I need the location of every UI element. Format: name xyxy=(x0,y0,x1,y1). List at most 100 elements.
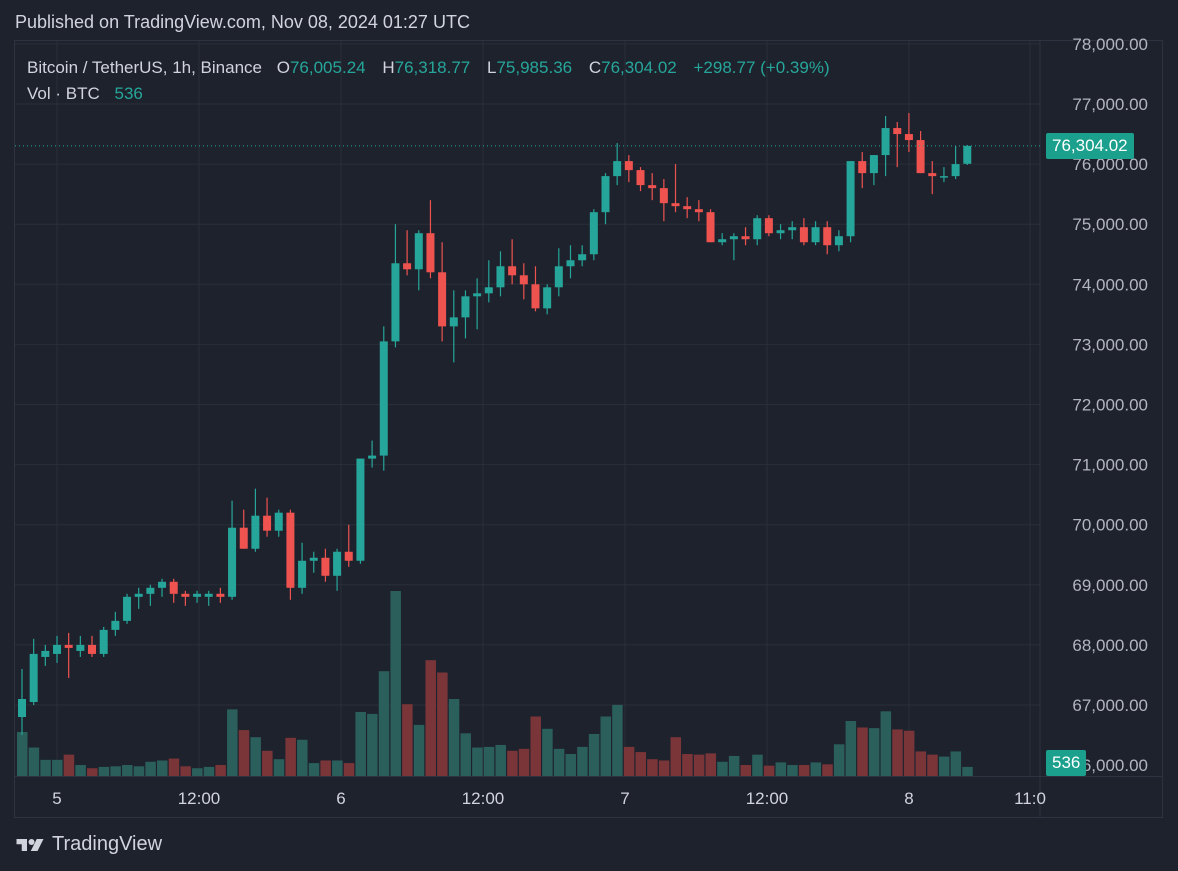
volume-bar xyxy=(798,765,810,776)
candle-body xyxy=(193,593,202,597)
candle-body xyxy=(76,644,85,651)
volume-bar xyxy=(693,754,705,776)
last-price-badge: 76,304.02 xyxy=(1046,132,1134,159)
legend-volume-row: Vol · BTC 536 xyxy=(27,81,830,107)
volume-bar xyxy=(588,733,600,776)
x-tick-label: 5 xyxy=(52,789,61,808)
volume-bar xyxy=(903,730,915,776)
candle-body xyxy=(64,644,73,648)
candle-body xyxy=(123,596,132,621)
volume-bar xyxy=(425,660,436,776)
candle-body xyxy=(379,341,388,456)
candle-body xyxy=(158,581,167,588)
volume-bar xyxy=(507,750,518,776)
y-tick-label: 78,000.00 xyxy=(1072,35,1148,54)
legend-open-label: O xyxy=(276,58,290,77)
chart-frame[interactable] xyxy=(14,40,1163,818)
candle-body xyxy=(111,620,120,630)
candle-body xyxy=(321,557,330,576)
candle-body xyxy=(753,218,762,240)
volume-bar xyxy=(483,746,495,776)
volume-bar xyxy=(320,760,331,776)
candle-body xyxy=(589,212,598,255)
volume-bar xyxy=(787,765,798,776)
volume-bar xyxy=(600,716,611,776)
x-tick-label: 12:00 xyxy=(462,789,505,808)
volume-bar xyxy=(845,721,857,776)
candle-body xyxy=(274,512,283,531)
candle-body xyxy=(939,176,948,178)
x-tick-label: 8 xyxy=(904,789,913,808)
legend-low-label: L xyxy=(487,58,497,77)
y-tick-label: 77,000.00 xyxy=(1072,95,1148,114)
volume-bar xyxy=(833,744,845,776)
volume-bar xyxy=(495,744,506,776)
candle-body xyxy=(624,161,633,171)
candle-body xyxy=(496,266,505,288)
candle-body xyxy=(799,227,808,243)
y-tick-label: 72,000.00 xyxy=(1072,396,1148,415)
volume-bar xyxy=(145,761,156,776)
volume-bar xyxy=(658,760,670,776)
volume-bar xyxy=(250,737,261,776)
y-axis-ticks[interactable]: 67,000.00 68,000.00 69,000.00 70,000.00 71,0… xyxy=(1072,35,1148,775)
volume-bar xyxy=(717,761,728,776)
volume-bar xyxy=(612,704,623,776)
volume-bar xyxy=(98,766,110,776)
legend-close: 76,304.02 xyxy=(601,58,677,77)
volume-bar xyxy=(670,737,682,776)
volume-bar xyxy=(52,759,63,776)
legend-open: 76,005.24 xyxy=(289,58,366,77)
candle-body xyxy=(823,227,832,246)
candle-body xyxy=(613,161,622,177)
candle-body xyxy=(41,650,50,657)
candle-body xyxy=(309,557,318,561)
candle-body xyxy=(88,644,97,654)
legend-symbol: Bitcoin / TetherUS, 1h, Binance xyxy=(27,58,262,77)
volume-bars xyxy=(17,591,973,776)
candle-body xyxy=(53,644,62,654)
volume-bar xyxy=(308,763,320,776)
candle-body xyxy=(169,581,178,594)
volume-bar xyxy=(635,752,647,776)
y-tick-label: 69,000.00 xyxy=(1072,576,1148,595)
volume-bar xyxy=(227,709,238,776)
legend-low: 75,985.36 xyxy=(496,58,573,77)
candle-body xyxy=(484,287,493,294)
volume-bar xyxy=(192,768,203,776)
chart-legend: Bitcoin / TetherUS, 1h, Binance O76,005.… xyxy=(27,55,830,107)
candle-body xyxy=(776,230,785,234)
candle-body xyxy=(963,145,972,164)
volume-bar xyxy=(962,766,973,776)
candle-body xyxy=(461,296,470,318)
volume-bar xyxy=(857,727,868,776)
candle-body xyxy=(683,206,692,210)
candle-body xyxy=(414,233,423,270)
y-tick-label: 76,000.00 xyxy=(1072,155,1148,174)
y-tick-label: 71,000.00 xyxy=(1072,456,1148,475)
legend-close-label: C xyxy=(588,58,602,77)
candle-body xyxy=(519,275,528,285)
candle-body xyxy=(893,128,902,135)
volume-bar xyxy=(285,737,296,776)
tradingview-brand[interactable]: TradingView xyxy=(16,833,162,856)
volume-bar xyxy=(927,754,938,776)
volume-badge: 536 xyxy=(1046,750,1087,776)
legend-high-label: H xyxy=(382,58,395,77)
volume-bar xyxy=(448,699,460,776)
candle-body xyxy=(134,593,143,597)
y-tick-label: 73,000.00 xyxy=(1072,335,1148,354)
volume-bar xyxy=(530,716,541,776)
volume-bar xyxy=(40,759,51,776)
volume-bar xyxy=(752,754,763,776)
candle-body xyxy=(904,134,913,141)
x-tick-label: 7 xyxy=(620,789,629,808)
candle-body xyxy=(204,593,213,597)
volume-bar xyxy=(892,729,903,776)
x-axis-ticks[interactable]: 5 12:00 6 12:00 7 12:00 8 11:0 xyxy=(52,789,1046,808)
candle-body xyxy=(181,593,190,597)
candle-body xyxy=(333,551,342,576)
candle-body xyxy=(694,209,703,213)
candle-body xyxy=(508,266,517,276)
